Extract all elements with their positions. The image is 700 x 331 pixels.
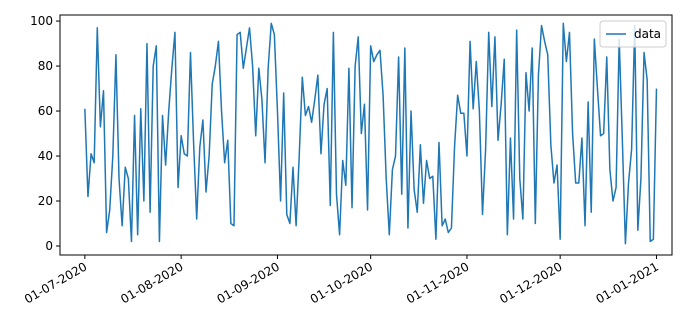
legend-box <box>599 20 667 48</box>
y-tick-label: 80 <box>38 59 53 73</box>
legend-label: data <box>634 27 661 41</box>
x-tick-label: 01-12-2020 <box>497 259 564 306</box>
x-tick-label: 01-01-2021 <box>594 259 661 306</box>
x-tick-label: 01-07-2020 <box>22 259 89 306</box>
y-tick-label: 20 <box>38 194 53 208</box>
y-tick-label: 60 <box>38 104 53 118</box>
y-tick-label: 100 <box>30 14 53 28</box>
plot-frame <box>59 14 673 256</box>
y-tick-label: 0 <box>45 239 53 253</box>
x-tick-label: 01-08-2020 <box>118 259 185 306</box>
data-line <box>84 22 658 245</box>
y-tick-label: 40 <box>38 149 53 163</box>
x-tick-label: 01-09-2020 <box>215 259 282 306</box>
x-tick-label: 01-11-2020 <box>404 259 471 306</box>
x-tick-label: 01-10-2020 <box>308 259 375 306</box>
